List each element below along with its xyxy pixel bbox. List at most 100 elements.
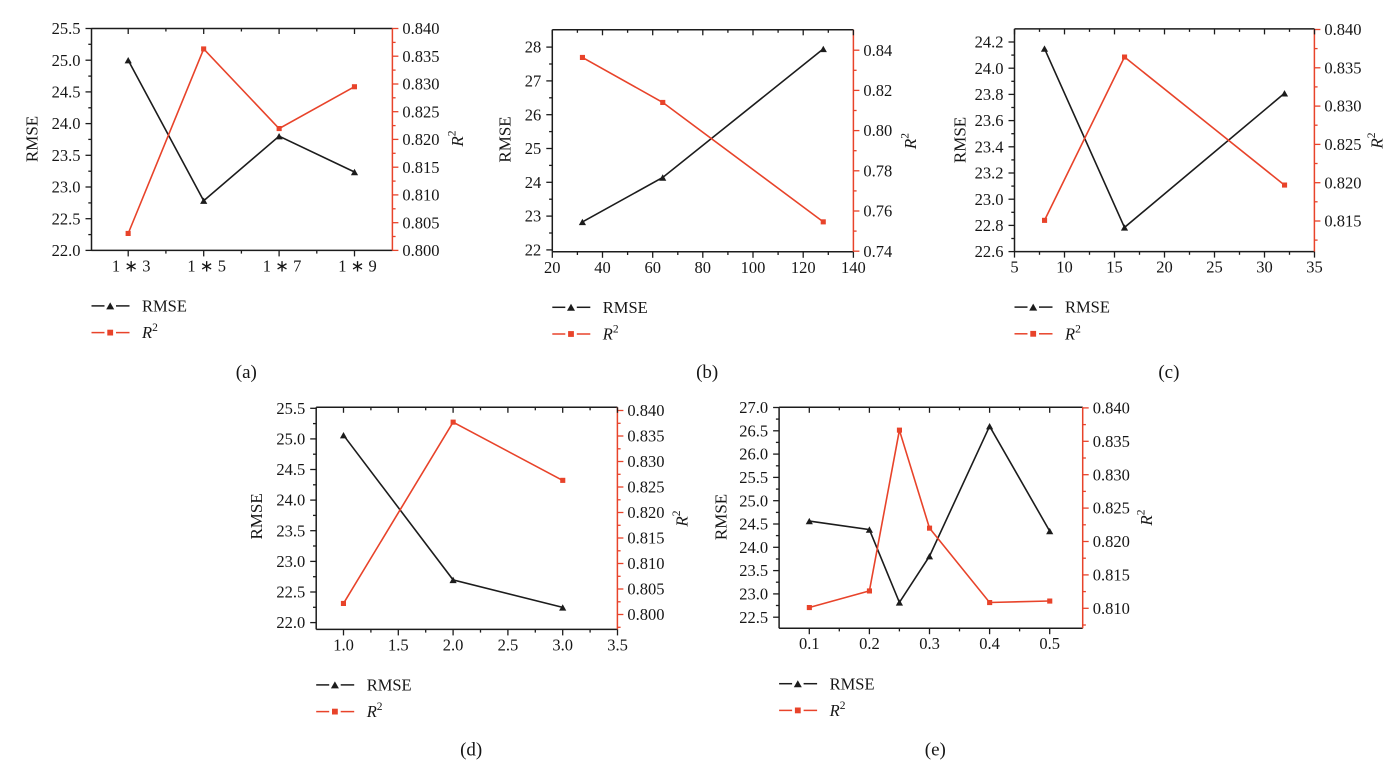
svg-text:0.4: 0.4	[979, 634, 1000, 653]
svg-text:(e): (e)	[925, 740, 946, 761]
svg-text:0.810: 0.810	[627, 554, 664, 573]
svg-text:22.0: 22.0	[276, 613, 305, 632]
svg-text:24: 24	[525, 173, 542, 192]
svg-text:0.825: 0.825	[627, 478, 664, 497]
svg-text:22.5: 22.5	[52, 209, 81, 228]
svg-text:0.3: 0.3	[919, 634, 940, 653]
svg-text:0.815: 0.815	[1324, 212, 1361, 231]
svg-text:140: 140	[841, 258, 866, 277]
svg-text:0.820: 0.820	[402, 130, 439, 149]
svg-text:0.84: 0.84	[863, 41, 892, 60]
svg-text:25.0: 25.0	[52, 51, 81, 70]
svg-text:2.0: 2.0	[443, 635, 464, 654]
svg-text:23.6: 23.6	[975, 111, 1004, 130]
svg-text:0.5: 0.5	[1039, 634, 1060, 653]
svg-text:25.0: 25.0	[739, 491, 768, 510]
svg-text:0.1: 0.1	[799, 634, 820, 653]
svg-text:23.4: 23.4	[975, 137, 1004, 156]
svg-text:25.5: 25.5	[276, 399, 305, 418]
svg-text:22: 22	[525, 241, 542, 260]
svg-text:23.0: 23.0	[975, 190, 1004, 209]
svg-text:0.820: 0.820	[627, 503, 664, 522]
svg-text:RMSE: RMSE	[1065, 298, 1110, 317]
svg-text:0.835: 0.835	[627, 427, 664, 446]
svg-text:22.5: 22.5	[739, 608, 768, 627]
svg-text:0.76: 0.76	[863, 202, 892, 221]
svg-text:3.0: 3.0	[552, 635, 573, 654]
svg-text:2.5: 2.5	[498, 635, 519, 654]
svg-text:24.0: 24.0	[739, 538, 768, 557]
svg-text:26: 26	[525, 105, 542, 124]
svg-text:RMSE: RMSE	[496, 116, 515, 162]
svg-text:22.5: 22.5	[276, 583, 305, 602]
svg-text:0.2: 0.2	[859, 634, 880, 653]
svg-text:0.830: 0.830	[1093, 465, 1130, 484]
svg-text:0.800: 0.800	[627, 605, 664, 624]
svg-text:5: 5	[1010, 258, 1018, 277]
svg-text:0.825: 0.825	[402, 102, 439, 121]
svg-text:24.5: 24.5	[52, 83, 81, 102]
svg-text:25.5: 25.5	[739, 468, 768, 487]
svg-text:24.0: 24.0	[52, 114, 81, 133]
svg-text:0.810: 0.810	[402, 186, 439, 205]
svg-text:0.830: 0.830	[1324, 97, 1361, 116]
svg-text:26.5: 26.5	[739, 421, 768, 440]
svg-text:0.840: 0.840	[1324, 20, 1361, 39]
svg-text:27.0: 27.0	[739, 398, 768, 417]
svg-text:25.0: 25.0	[276, 430, 305, 449]
svg-text:0.815: 0.815	[627, 529, 664, 548]
svg-text:15: 15	[1106, 258, 1123, 277]
svg-text:0.840: 0.840	[402, 19, 439, 38]
svg-text:(b): (b)	[696, 362, 718, 383]
svg-text:24.5: 24.5	[739, 515, 768, 534]
svg-text:1.0: 1.0	[333, 635, 354, 654]
svg-text:1 ∗ 7: 1 ∗ 7	[263, 256, 302, 275]
svg-text:1 ∗ 3: 1 ∗ 3	[112, 256, 151, 275]
svg-text:22.6: 22.6	[975, 242, 1004, 261]
svg-text:RMSE: RMSE	[712, 494, 731, 540]
svg-text:3.5: 3.5	[607, 635, 628, 654]
svg-text:23.0: 23.0	[276, 552, 305, 571]
svg-text:20: 20	[544, 258, 561, 277]
svg-text:0.825: 0.825	[1324, 135, 1361, 154]
svg-text:0.80: 0.80	[863, 121, 892, 140]
svg-text:0.800: 0.800	[402, 241, 439, 260]
svg-text:23.5: 23.5	[52, 146, 81, 165]
svg-text:0.830: 0.830	[627, 452, 664, 471]
svg-text:0.82: 0.82	[863, 81, 892, 100]
svg-text:26.0: 26.0	[739, 445, 768, 464]
svg-text:0.820: 0.820	[1324, 173, 1361, 192]
svg-text:23.0: 23.0	[739, 585, 768, 604]
svg-text:0.835: 0.835	[1093, 432, 1130, 451]
svg-text:23.8: 23.8	[975, 85, 1004, 104]
svg-text:23.2: 23.2	[975, 164, 1004, 183]
svg-text:0.820: 0.820	[1093, 532, 1130, 551]
svg-text:24.0: 24.0	[276, 491, 305, 510]
svg-text:RMSE: RMSE	[950, 117, 969, 163]
svg-text:24.0: 24.0	[975, 59, 1004, 78]
svg-text:0.835: 0.835	[402, 47, 439, 66]
svg-text:0.815: 0.815	[402, 158, 439, 177]
svg-text:1.5: 1.5	[388, 635, 409, 654]
svg-text:0.815: 0.815	[1093, 566, 1130, 585]
svg-text:0.835: 0.835	[1324, 58, 1361, 77]
svg-text:24.5: 24.5	[276, 460, 305, 479]
svg-text:RMSE: RMSE	[603, 298, 648, 317]
svg-text:27: 27	[525, 72, 542, 91]
svg-text:0.840: 0.840	[627, 401, 664, 420]
svg-text:80: 80	[695, 258, 712, 277]
svg-text:120: 120	[791, 258, 816, 277]
svg-text:25.5: 25.5	[52, 19, 81, 38]
svg-text:0.78: 0.78	[863, 161, 892, 180]
svg-text:10: 10	[1056, 258, 1073, 277]
svg-text:RMSE: RMSE	[367, 676, 412, 695]
svg-text:0.840: 0.840	[1093, 399, 1130, 418]
svg-text:35: 35	[1306, 258, 1323, 277]
svg-text:30: 30	[1256, 258, 1273, 277]
svg-text:0.74: 0.74	[863, 242, 892, 261]
svg-text:22.0: 22.0	[52, 241, 81, 260]
svg-text:23.5: 23.5	[276, 521, 305, 540]
svg-text:20: 20	[1156, 258, 1173, 277]
svg-text:25: 25	[525, 139, 542, 158]
svg-text:1 ∗ 9: 1 ∗ 9	[338, 256, 377, 275]
